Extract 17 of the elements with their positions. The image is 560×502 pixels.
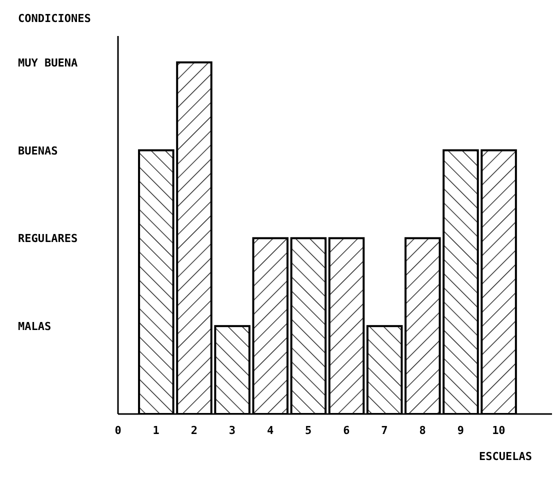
x-tick-label: 10	[492, 424, 506, 437]
y-axis-title: CONDICIONES	[18, 12, 91, 25]
x-tick-label: 9	[457, 424, 464, 437]
text: BUENAS	[18, 144, 58, 158]
x-tick-label: 3	[228, 424, 236, 437]
x-tick-label: 7	[381, 424, 388, 437]
text: REGULARES	[18, 232, 78, 246]
x-tick-label: 4	[266, 424, 274, 437]
x-axis-title: ESCUELAS	[479, 450, 532, 463]
x-tick-label: 8	[419, 424, 426, 437]
x-tick-label: 0	[114, 424, 122, 437]
x-tick-label: 2	[190, 424, 198, 437]
text: MALAS	[18, 320, 52, 334]
text: MUY BUENA	[18, 56, 78, 70]
x-tick-label: 1	[152, 424, 160, 437]
x-tick-label: 6	[343, 424, 350, 437]
x-tick-label: 5	[305, 424, 312, 437]
